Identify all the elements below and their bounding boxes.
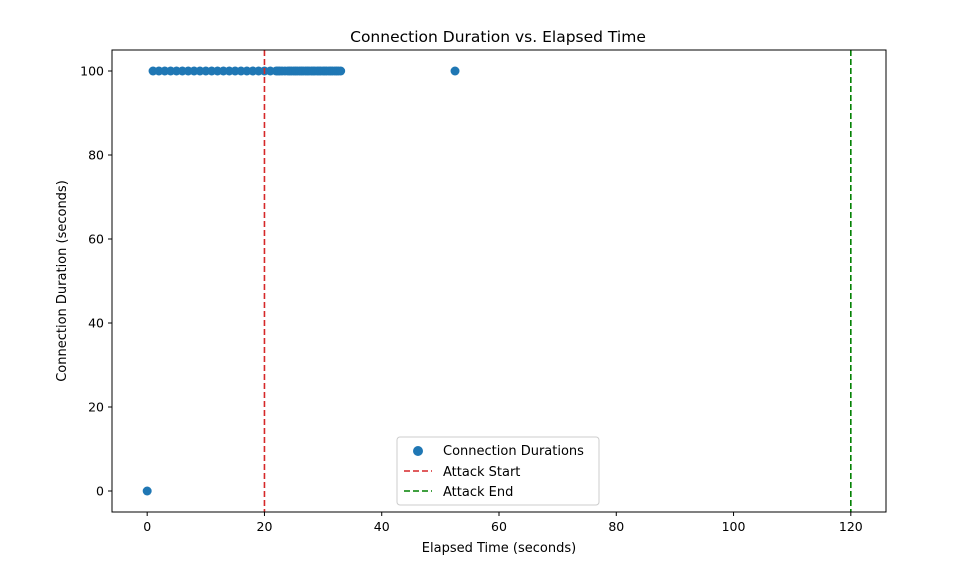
x-tick-label: 80 (608, 519, 624, 534)
y-tick-label: 0 (96, 484, 104, 499)
x-tick-label: 40 (374, 519, 390, 534)
x-axis-label: Elapsed Time (seconds) (422, 541, 576, 556)
data-point (336, 66, 346, 76)
x-tick-label: 60 (491, 519, 507, 534)
y-tick-label: 60 (88, 232, 104, 247)
legend: Connection Durations Attack Start Attack… (396, 436, 600, 506)
x-tick-label: 120 (839, 519, 863, 534)
legend-label-connection-durations: Connection Durations (443, 444, 584, 459)
legend-label-attack-start: Attack Start (443, 465, 520, 480)
x-tick-label: 0 (143, 519, 151, 534)
chart-title: Connection Duration vs. Elapsed Time (350, 28, 646, 46)
y-tick-label: 100 (80, 64, 104, 79)
data-point (142, 486, 152, 496)
y-tick-label: 20 (88, 400, 104, 415)
legend-marker-connection-durations (413, 446, 423, 456)
legend-box (396, 436, 600, 506)
data-point (450, 66, 460, 76)
y-tick-label: 40 (88, 316, 104, 331)
x-tick-label: 20 (257, 519, 273, 534)
legend-label-attack-end: Attack End (443, 485, 513, 500)
y-axis-label: Connection Duration (seconds) (55, 180, 70, 382)
y-tick-label: 80 (88, 148, 104, 163)
x-tick-label: 100 (722, 519, 746, 534)
